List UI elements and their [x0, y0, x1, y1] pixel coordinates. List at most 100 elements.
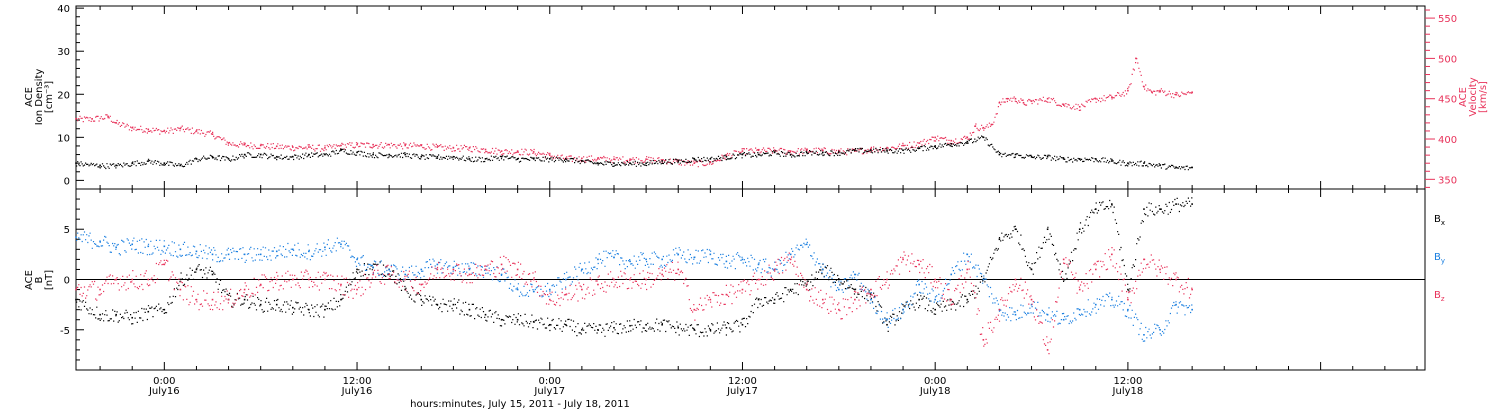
data-point [902, 258, 904, 261]
data-point [468, 268, 471, 271]
data-point [243, 288, 246, 291]
data-point [75, 298, 77, 301]
data-point [131, 278, 134, 281]
data-point [147, 310, 150, 313]
data-point [645, 258, 647, 261]
y-tick-label: 0 [64, 276, 70, 287]
data-point [918, 283, 920, 286]
y-axis-title-line: ACE [24, 87, 35, 107]
data-point [950, 298, 953, 301]
data-point [805, 288, 808, 291]
data-point [581, 268, 583, 271]
y-axis-title-line: Ion Density [34, 69, 45, 126]
data-point [821, 298, 824, 301]
data-point [275, 278, 278, 281]
data-point [211, 133, 214, 135]
data-point [757, 263, 760, 266]
legend-by: By [1434, 252, 1445, 265]
data-point [918, 263, 920, 266]
data-point [709, 158, 712, 160]
data-point [1111, 253, 1113, 256]
data-point [693, 308, 696, 311]
data-point [870, 147, 872, 150]
y-axis-title-line: ACE [24, 270, 35, 290]
data-point [854, 273, 856, 276]
data-point [998, 101, 1001, 104]
data-point [661, 160, 663, 162]
data-point [1046, 155, 1049, 158]
data-point [420, 155, 423, 158]
data-point [757, 149, 760, 152]
data-point [1143, 258, 1145, 261]
y-tick-label: 40 [57, 4, 70, 15]
data-point [966, 268, 969, 271]
data-cloud [76, 58, 1193, 168]
data-point [163, 162, 166, 164]
data-point [308, 278, 310, 281]
data-point [597, 328, 599, 331]
data-point [548, 288, 551, 291]
x-axis-labels: 0:00July1612:00July160:00July1712:00July… [148, 376, 1143, 397]
data-point [356, 143, 358, 146]
x-tick-label: 12:00 [343, 376, 372, 387]
data-point [1046, 313, 1049, 316]
x-axis-title: hours:minutes, July 15, 2011 - July 18, … [410, 399, 630, 410]
data-point [677, 268, 680, 271]
data-point [275, 250, 278, 253]
data-point [532, 278, 535, 281]
data-point [324, 147, 326, 149]
data-point [725, 260, 728, 263]
data-point [789, 258, 792, 261]
data-point [597, 157, 599, 160]
data-point [452, 268, 455, 271]
data-point [1127, 89, 1129, 92]
data-point [805, 149, 808, 152]
x-tick-date: July18 [919, 386, 951, 397]
data-point [693, 256, 696, 259]
data-point [597, 283, 599, 286]
data-point [147, 160, 150, 162]
x-tick-label: 0:00 [924, 376, 946, 387]
data-point [998, 153, 1001, 156]
data-point [484, 268, 487, 271]
y2-tick-label: 400 [1438, 135, 1457, 146]
data-point [966, 140, 969, 143]
data-point [179, 127, 182, 130]
data-point [677, 326, 680, 329]
data-point [998, 238, 1001, 241]
x-tick-label: 0:00 [153, 376, 175, 387]
data-point [581, 288, 583, 291]
data-point [243, 298, 246, 301]
data-point [805, 151, 808, 154]
x-tick-date: July16 [341, 386, 373, 397]
data-point [870, 288, 872, 291]
data-point [1159, 268, 1161, 271]
x-tick-label: 0:00 [539, 376, 561, 387]
data-point [1014, 97, 1017, 100]
data-point [372, 153, 374, 156]
data-point [372, 143, 374, 146]
data-point [99, 240, 101, 243]
data-point [468, 273, 471, 276]
data-point [99, 288, 101, 291]
data-point [308, 308, 310, 311]
data-point [1094, 97, 1097, 100]
data-point [548, 154, 551, 156]
data-point [1175, 303, 1177, 306]
data-point [789, 288, 792, 291]
data-point [757, 298, 760, 301]
data-point [1151, 91, 1153, 94]
y2-axis-title-line: ACE [1458, 87, 1469, 107]
data-point [1014, 228, 1017, 231]
data-point [340, 243, 342, 246]
legend-label: B [1434, 214, 1441, 225]
data-point [1078, 228, 1081, 231]
data-point [452, 155, 455, 158]
data-point [195, 298, 198, 301]
data-point [532, 158, 535, 160]
data-point [645, 278, 647, 281]
data-point [1094, 208, 1097, 210]
data-point [211, 298, 214, 301]
data-point [420, 268, 423, 271]
